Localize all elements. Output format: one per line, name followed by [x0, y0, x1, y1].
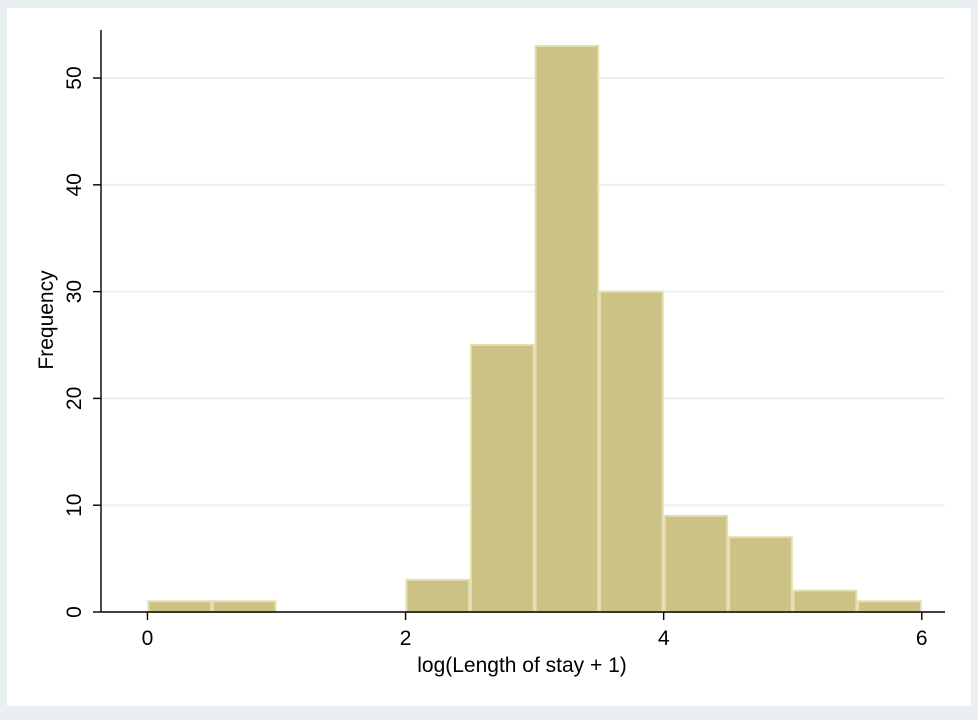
- histogram-bar: [599, 290, 664, 613]
- y-tick-label: 50: [63, 66, 86, 89]
- y-tick-label: 10: [63, 494, 86, 517]
- x-tick-label: 2: [400, 627, 412, 650]
- y-tick-label: 30: [63, 280, 86, 303]
- x-tick-label: 4: [658, 627, 670, 650]
- axes: [93, 30, 945, 620]
- y-tick-label: 40: [63, 173, 86, 196]
- x-tick-label: 0: [142, 627, 154, 650]
- y-axis-label: Frequency: [35, 270, 58, 370]
- histogram-bar: [857, 600, 922, 614]
- histogram-bar: [211, 600, 277, 614]
- x-tick-label: 6: [916, 627, 928, 650]
- histogram-bar: [728, 536, 793, 613]
- y-tick-label: 0: [63, 606, 86, 618]
- histogram-bar: [470, 344, 535, 613]
- histogram-bar: [147, 600, 212, 614]
- histogram-bar: [405, 578, 471, 614]
- tick-labels: 0 10 20 30 40 50 0 2 4 6: [63, 66, 928, 650]
- histogram-bar: [792, 589, 858, 614]
- x-axis-label: log(Length of stay + 1): [417, 654, 627, 677]
- histogram-bar: [534, 45, 600, 613]
- y-tick-label: 20: [63, 387, 86, 410]
- histogram-bar: [663, 514, 729, 613]
